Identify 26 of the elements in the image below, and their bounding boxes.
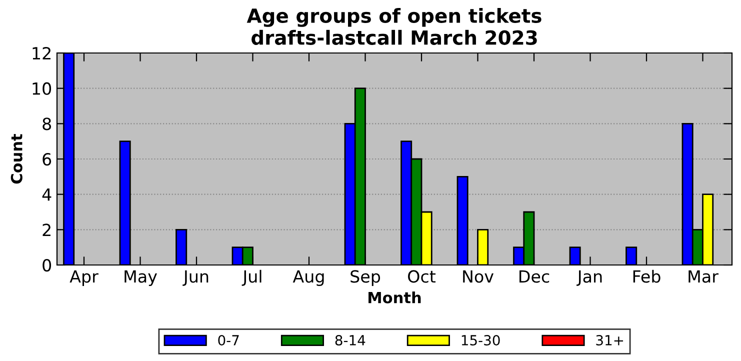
x-tick-label: Nov (463, 270, 494, 283)
legend-label: 8-14 (335, 334, 366, 346)
y-tick-label: 12 (32, 46, 50, 60)
y-tick-label: 8 (42, 118, 51, 130)
x-tick-label: Oct (408, 270, 436, 283)
y-tick-label: 10 (32, 82, 52, 95)
chart-title: Age groups of open tickets drafts-lastcall March 2023 (246, 8, 542, 45)
x-tick-label: Sep (350, 270, 380, 286)
x-tick-label: Apr (70, 270, 98, 286)
y-axis-title: Count (10, 134, 22, 184)
x-tick-label: Mar (688, 270, 718, 283)
x-tick-label: Jun (182, 270, 208, 286)
x-tick-label: Feb (633, 270, 660, 283)
legend-label: 31+ (596, 334, 624, 346)
legend-label: 0-7 (218, 334, 239, 346)
x-tick-label: Jul (242, 270, 262, 286)
legend-label: 15-30 (462, 334, 500, 346)
y-tick-label: 0 (42, 258, 52, 272)
x-tick-label: Dec (520, 270, 550, 283)
x-tick-label: Aug (292, 270, 324, 286)
x-axis-title: Month (368, 292, 421, 304)
y-tick-label: 4 (42, 188, 52, 201)
x-tick-label: Jan (576, 270, 602, 286)
y-tick-label: 6 (42, 152, 52, 166)
y-tick-label: 2 (42, 224, 50, 236)
x-tick-label: May (124, 270, 157, 286)
